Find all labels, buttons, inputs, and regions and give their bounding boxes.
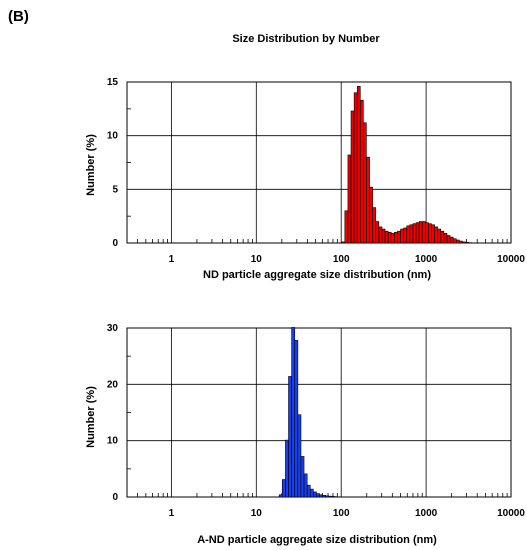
bar (309, 488, 314, 498)
bar (375, 221, 380, 244)
bar (449, 236, 454, 244)
bar (387, 231, 392, 244)
bar (462, 241, 466, 244)
bar (378, 226, 383, 244)
x-axis-label: A-ND particle aggregate size distributio… (197, 534, 437, 546)
x-tick-label: 10000 (497, 508, 525, 519)
bar (446, 235, 451, 244)
bar (325, 495, 330, 498)
bar (440, 230, 445, 244)
y-tick-label: 30 (107, 323, 119, 334)
bar (428, 223, 432, 244)
bar (303, 473, 308, 498)
x-tick-label: 10000 (497, 254, 525, 265)
bar (403, 227, 407, 244)
bar (281, 479, 286, 498)
bar (390, 233, 395, 244)
bar (372, 207, 377, 244)
bar (322, 495, 327, 498)
bar (415, 222, 420, 244)
bar (353, 92, 358, 244)
bar (316, 493, 320, 498)
bar (285, 439, 289, 498)
bar (397, 230, 401, 244)
x-tick-label: 100 (333, 254, 350, 265)
size-distribution-chart-top: Number (%) ND particle aggregate size di… (85, 77, 525, 281)
bar (425, 222, 429, 244)
y-axis-label: Number (%) (85, 134, 97, 196)
bar (394, 231, 398, 244)
bar (300, 456, 305, 498)
x-tick-label: 1000 (415, 508, 438, 519)
y-tick-label: 10 (107, 131, 119, 142)
bar (360, 99, 364, 244)
bar (294, 340, 299, 498)
y-tick-label: 15 (107, 77, 119, 88)
x-tick-label: 1 (169, 254, 175, 265)
bar (291, 327, 296, 498)
bar (278, 494, 283, 498)
y-tick-label: 20 (107, 379, 119, 390)
bar (443, 233, 448, 244)
bar (421, 221, 426, 244)
bar (297, 414, 302, 498)
bar (459, 240, 463, 244)
x-tick-label: 1 (169, 508, 175, 519)
bar (344, 210, 349, 244)
bar (465, 242, 469, 244)
bar (384, 230, 389, 244)
plot-frame (126, 81, 512, 244)
bar (366, 156, 370, 244)
bar (369, 186, 373, 244)
bar (418, 221, 423, 244)
bar (434, 226, 438, 244)
bar (400, 228, 404, 244)
bar (328, 495, 333, 498)
bar (288, 376, 292, 498)
y-tick-label: 5 (112, 184, 118, 195)
bar (412, 223, 417, 244)
panel-label: (B) (8, 8, 29, 25)
bar (331, 496, 336, 498)
bar (452, 238, 457, 244)
chart-title: Size Distribution by Number (232, 33, 380, 45)
y-tick-label: 10 (107, 436, 119, 447)
bar (319, 494, 323, 498)
bar (406, 225, 411, 244)
bar (341, 241, 346, 244)
x-tick-label: 1000 (415, 254, 438, 265)
x-tick-label: 10 (251, 254, 263, 265)
x-tick-label: 100 (333, 508, 350, 519)
y-tick-label: 0 (112, 492, 118, 503)
bar (306, 484, 311, 498)
size-distribution-chart-bottom: Number (%) A-ND particle aggregate size … (85, 323, 525, 546)
bar (350, 110, 355, 244)
bar (437, 228, 442, 244)
x-axis-label: ND particle aggregate size distribution … (203, 269, 431, 281)
bar (363, 122, 367, 244)
plot-frame (126, 327, 512, 498)
bar (381, 228, 386, 244)
bar (313, 491, 317, 498)
bar (347, 154, 352, 244)
bar (456, 239, 460, 244)
y-axis-label: Number (%) (85, 386, 97, 448)
y-tick-label: 0 (112, 238, 118, 249)
bar (409, 224, 414, 244)
bar (431, 224, 435, 244)
bar (356, 85, 361, 244)
x-tick-label: 10 (251, 508, 263, 519)
